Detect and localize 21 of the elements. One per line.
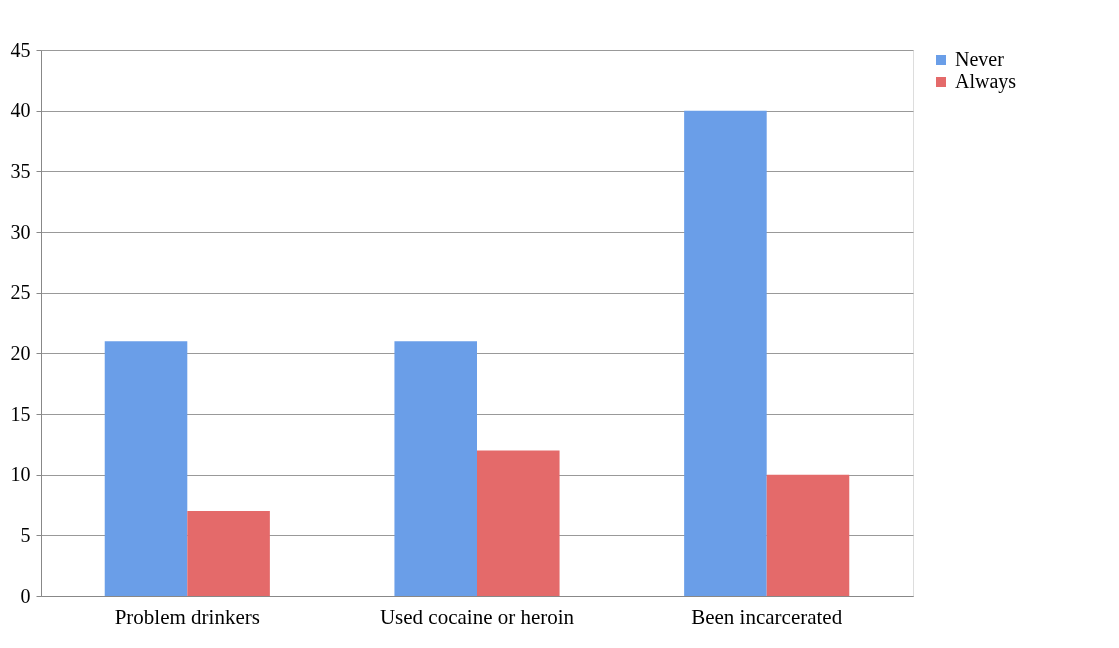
x-tick-label: Used cocaine or heroin [379, 604, 575, 629]
bar [187, 511, 270, 596]
bar [477, 450, 560, 596]
bar [766, 474, 850, 596]
y-tick-label: 0 [20, 584, 31, 607]
bar [104, 341, 188, 596]
x-tick-label: Problem drinkers [114, 604, 260, 629]
y-tick-label: 15 [10, 402, 31, 425]
y-tick-label: 25 [10, 281, 31, 304]
bar [684, 110, 767, 596]
legend-label: Always [955, 70, 1017, 93]
y-tick-label: 10 [10, 463, 31, 486]
y-tick-label: 35 [10, 159, 31, 182]
legend-label: Never [955, 48, 1005, 70]
y-tick-label: 5 [20, 523, 31, 546]
y-tick-label: 20 [10, 341, 31, 364]
y-tick-label: 45 [10, 38, 31, 61]
y-tick-label: 30 [10, 220, 31, 243]
y-tick-label: 40 [10, 99, 31, 122]
bar [394, 341, 477, 596]
x-tick-label: Been incarcerated [691, 604, 843, 629]
